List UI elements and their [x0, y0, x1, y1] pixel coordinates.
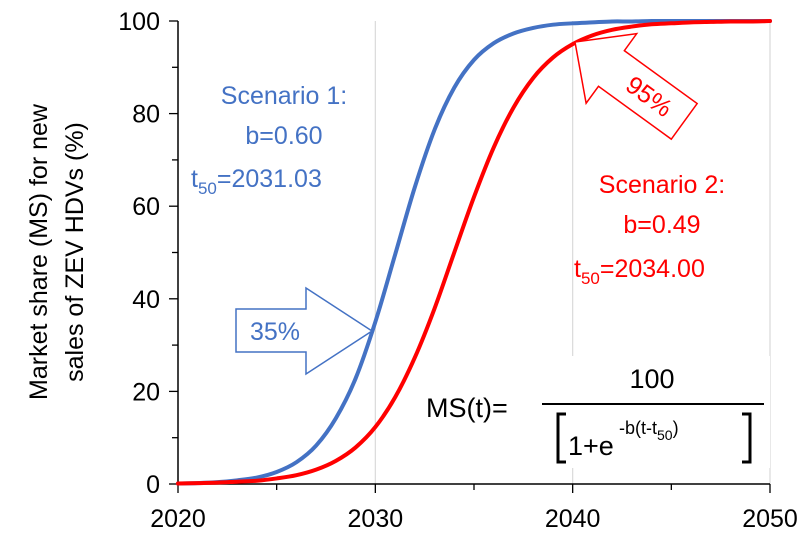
- x-tick-label: 2020: [150, 505, 206, 533]
- formula-lhs: MS(t)=: [426, 393, 508, 423]
- scenario2-b: b=0.49: [623, 211, 700, 239]
- y-axis-title-line1: Market share (MS) for new: [25, 103, 53, 400]
- scenario2-annotation: Scenario 2: b=0.49 t50=2034.00: [574, 171, 725, 288]
- scenario2-t50: t50=2034.00: [574, 255, 705, 288]
- scenario1-t50: t50=2031.03: [191, 165, 322, 198]
- formula-denominator: 1+e: [568, 431, 614, 461]
- y-tick-label: 100: [118, 8, 160, 36]
- y-tick-label: 80: [132, 101, 160, 129]
- formula-right-bracket: [742, 412, 752, 464]
- scenario1-b: b=0.60: [245, 122, 322, 150]
- series-lines: [176, 18, 772, 486]
- series-line-scenario1: [176, 18, 772, 486]
- arrow-35-shape: [235, 286, 374, 376]
- arrow-95-shape: [574, 32, 699, 141]
- axes: [169, 20, 771, 493]
- scenario1-annotation: Scenario 1: b=0.60 t50=2031.03: [191, 82, 347, 198]
- series-line-scenario2: [176, 19, 772, 486]
- y-tick-label: 20: [132, 378, 160, 406]
- y-axis-title-line2: sales of ZEV HDVs (%): [61, 122, 89, 382]
- x-tick-label: 2040: [545, 505, 601, 533]
- y-tick-label: 60: [132, 193, 160, 221]
- arrow-95-percent: 95%: [574, 32, 699, 141]
- formula-exponent: -b(t-t50): [619, 418, 679, 443]
- scenario2-title: Scenario 2:: [599, 171, 725, 199]
- formula-numerator: 100: [629, 364, 674, 394]
- formula-background: [418, 356, 770, 468]
- x-tick-label: 2050: [742, 505, 798, 533]
- arrow-35-percent: 35%: [235, 286, 374, 376]
- scenario1-title: Scenario 1:: [221, 82, 347, 110]
- y-axis-title: Market share (MS) for new sales of ZEV H…: [25, 103, 89, 400]
- formula: MS(t)= 100 1+e -b(t-t50): [418, 356, 770, 468]
- arrow-35-label: 35%: [250, 318, 300, 346]
- x-tick-label: 2030: [348, 505, 404, 533]
- formula-left-bracket: [556, 412, 566, 464]
- y-tick-label: 0: [146, 471, 160, 499]
- y-tick-label: 40: [132, 286, 160, 314]
